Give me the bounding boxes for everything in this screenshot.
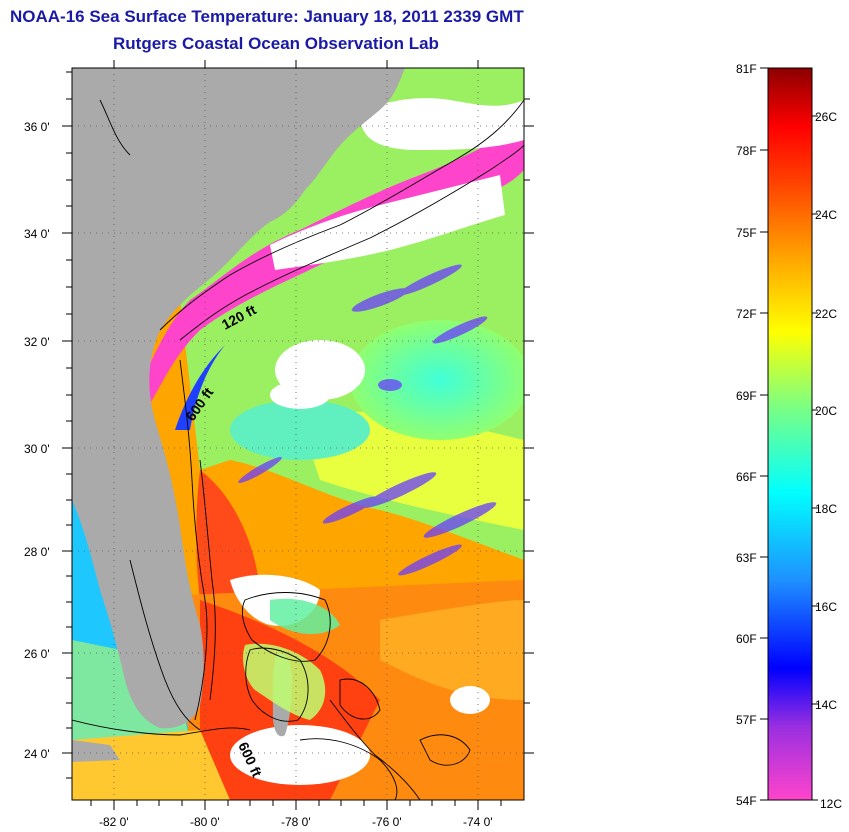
- longitude-labels: -82 0' -80 0' -78 0' -76 0' -74 0': [99, 815, 493, 829]
- lat-label-30: 30 0': [24, 442, 50, 456]
- cold-specks: [238, 264, 497, 576]
- cb-label-14c: 14C: [815, 698, 837, 712]
- lat-label-32: 32 0': [24, 335, 50, 349]
- lon-label-74: -74 0': [463, 815, 493, 829]
- cb-label-63f: 63F: [736, 551, 757, 565]
- cb-label-24c: 24C: [815, 208, 837, 222]
- cb-label-16c: 16C: [815, 600, 837, 614]
- lon-label-82: -82 0': [99, 815, 129, 829]
- cb-label-26c: 26C: [815, 110, 837, 124]
- cb-label-20c: 20C: [815, 404, 837, 418]
- cb-label-66f: 66F: [736, 470, 757, 484]
- lat-label-24: 24 0': [24, 747, 50, 761]
- cb-label-18c: 18C: [815, 502, 837, 516]
- lon-label-78: -78 0': [281, 815, 311, 829]
- colorbar-fahrenheit-ticks: [760, 67, 768, 801]
- colorbar-gradient: [768, 68, 812, 800]
- bahama-bank: [243, 643, 326, 720]
- ocean-cyan-patch: [350, 320, 524, 440]
- gulf-stream-warm: [196, 470, 260, 600]
- lon-label-80: -80 0': [190, 815, 220, 829]
- cb-label-57f: 57F: [736, 713, 757, 727]
- cb-label-12c: 12C: [820, 797, 842, 811]
- map-frame: [71, 67, 525, 801]
- land-mainland: [72, 68, 405, 729]
- latitude-labels: 36 0' 34 0' 32 0' 30 0' 28 0' 26 0' 24 0…: [24, 120, 50, 761]
- lat-label-36: 36 0': [24, 120, 50, 134]
- cb-label-22c: 22C: [815, 307, 837, 321]
- cb-label-60f: 60F: [736, 632, 757, 646]
- map-title: NOAA-16 Sea Surface Temperature: January…: [10, 7, 524, 26]
- bahama-bank-2: [270, 598, 340, 635]
- temperature-colorbar: 81F 78F 75F 72F 69F 66F 63F 60F 57F 54F …: [736, 62, 842, 811]
- cb-label-72f: 72F: [736, 307, 757, 321]
- colorbar-celsius-ticks: [812, 115, 818, 801]
- cb-label-81f: 81F: [736, 62, 757, 76]
- sst-map: 120 ft 600 ft 600 ft: [72, 68, 524, 800]
- cb-label-75f: 75F: [736, 226, 757, 240]
- cb-label-78f: 78F: [736, 144, 757, 158]
- map-subtitle: Rutgers Coastal Ocean Observation Lab: [113, 34, 439, 53]
- colorbar-frame: [767, 67, 813, 801]
- ocean-cyan-patch-2: [230, 400, 370, 460]
- land-lower-left: [72, 740, 120, 762]
- cb-label-54f: 54F: [736, 794, 757, 808]
- colorbar-fahrenheit-labels: 81F 78F 75F 72F 69F 66F 63F 60F 57F 54F: [736, 62, 757, 808]
- graticule: [72, 68, 524, 800]
- lon-label-76: -76 0': [372, 815, 402, 829]
- coastal-blue-band: [175, 345, 225, 430]
- lat-label-26: 26 0': [24, 647, 50, 661]
- bathymetry-contours: [72, 99, 524, 800]
- cb-label-69f: 69F: [736, 389, 757, 403]
- map-axis-ticks: [62, 60, 534, 810]
- warm-south-orange: [380, 600, 524, 700]
- colorbar-celsius-labels: 26C 24C 22C 20C 18C 16C 14C 12C: [815, 110, 842, 811]
- lat-label-34: 34 0': [24, 227, 50, 241]
- lat-label-28: 28 0': [24, 545, 50, 559]
- land-grand-bahama: [236, 580, 300, 592]
